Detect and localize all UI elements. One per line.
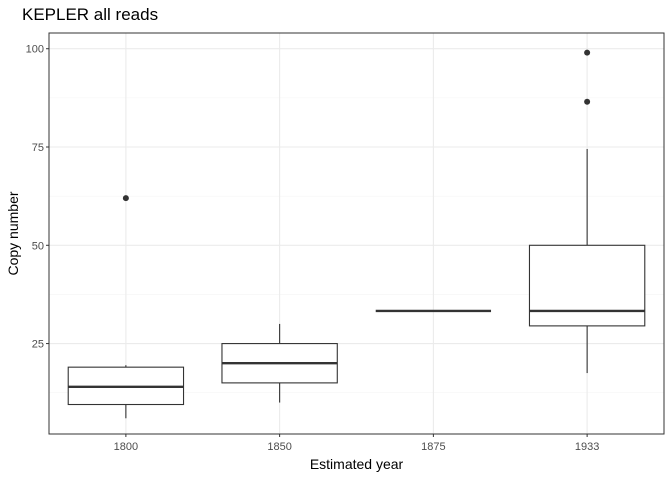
box-1933 xyxy=(528,49,646,374)
x-axis-ticks: 1800 1850 1875 1933 xyxy=(114,434,599,453)
y-tick-label: 25 xyxy=(32,339,44,351)
y-tick-label: 75 xyxy=(32,142,44,154)
x-tick-label: 1875 xyxy=(421,441,445,453)
y-axis-title: Copy number xyxy=(5,191,21,275)
x-tick-label: 1800 xyxy=(114,441,138,453)
outlier-point xyxy=(584,98,591,105)
y-tick-label: 50 xyxy=(32,240,44,252)
y-tick-label: 100 xyxy=(26,44,44,56)
chart-title: KEPLER all reads xyxy=(22,5,159,24)
x-tick-label: 1933 xyxy=(575,441,599,453)
outlier-point xyxy=(122,195,129,202)
y-axis-ticks: 25 50 75 100 xyxy=(26,44,49,351)
box-body xyxy=(528,244,646,327)
box-series xyxy=(67,49,646,419)
box-1850 xyxy=(221,323,338,403)
panel-border xyxy=(48,32,665,435)
box-1800 xyxy=(67,195,185,419)
x-tick-label: 1850 xyxy=(267,441,291,453)
outlier-point xyxy=(584,49,591,56)
x-axis-title: Estimated year xyxy=(310,456,404,472)
